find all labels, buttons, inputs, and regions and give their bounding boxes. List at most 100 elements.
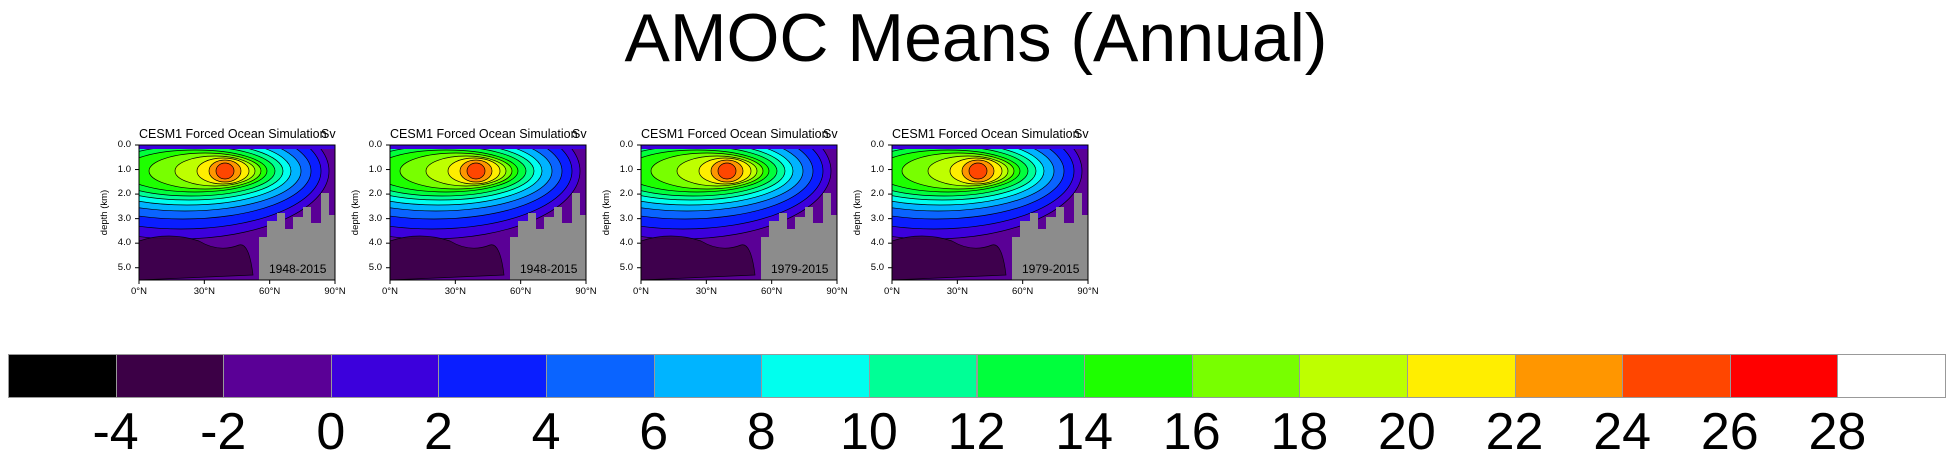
y-tick-label: 3.0 [117, 212, 131, 224]
period-label: 1979-2015 [771, 262, 829, 276]
x-tick-label: 0°N [884, 286, 900, 297]
colorbar-swatch [1837, 354, 1946, 398]
x-tick-label: 30°N [946, 286, 968, 297]
colorbar-swatch [330, 354, 440, 398]
colorbar-swatch [546, 354, 655, 398]
x-tick-label: 0°N [633, 286, 649, 297]
panel-title: CESM1 Forced Ocean Simulation [892, 127, 1080, 141]
plot-frame [138, 144, 336, 281]
colorbar-level-label: -2 [200, 403, 247, 461]
y-tick-label: 3.0 [870, 212, 884, 224]
colorbar-level-label: -4 [92, 403, 139, 461]
x-tick-label: 60°N [510, 286, 532, 297]
y-tick-label: 5.0 [870, 261, 884, 273]
colorbar-swatch [1514, 354, 1624, 398]
panel-title: CESM1 Forced Ocean Simulation [139, 127, 327, 141]
colorbar-level-label: 22 [1485, 403, 1544, 461]
colorbar-swatch [1729, 354, 1839, 398]
panel-title: CESM1 Forced Ocean Simulation [390, 127, 578, 141]
amoc-panel-2: 0.0 1.0 2.0 3.0 4.0 5.0 0°N 30°N 60°N 90°N CESM1 F… [350, 126, 601, 316]
x-tick-label: 90°N [324, 286, 346, 297]
colorbar-swatch [761, 354, 870, 398]
y-tick-label: 1.0 [870, 163, 884, 175]
plot-frame [891, 144, 1089, 281]
panel-units: Sv [321, 127, 336, 141]
x-tick-label: 30°N [444, 286, 466, 297]
surface-band [892, 145, 1088, 149]
x-tick-label: 60°N [761, 286, 783, 297]
bathymetry-mask [761, 193, 831, 280]
bathymetry-mask [829, 215, 837, 280]
x-tick-label: 30°N [695, 286, 717, 297]
y-tick-label: 5.0 [117, 261, 131, 273]
negative-cell [139, 235, 254, 280]
amoc-panel-plot [135, 144, 336, 284]
amoc-panel-plot [386, 144, 587, 284]
bathymetry-mask [327, 215, 335, 280]
panel-title: CESM1 Forced Ocean Simulation [641, 127, 829, 141]
colorbar-swatch [1299, 354, 1408, 398]
colorbar [8, 354, 1946, 400]
negative-cell [892, 235, 1007, 280]
y-tick-label: 2.0 [117, 188, 131, 200]
colorbar-swatch [8, 354, 117, 398]
colorbar-level-label: 18 [1270, 403, 1329, 461]
y-tick-label: 3.0 [619, 212, 633, 224]
panel-units: Sv [572, 127, 587, 141]
period-label: 1979-2015 [1022, 262, 1080, 276]
amoc-panel-4: 0.0 1.0 2.0 3.0 4.0 5.0 0°N 30°N 60°N 90°N CESM1 F… [852, 126, 1103, 316]
panel-units: Sv [1074, 127, 1089, 141]
colorbar-level-label: 16 [1162, 403, 1221, 461]
panel-units: Sv [823, 127, 838, 141]
y-tick-label: 2.0 [619, 188, 633, 200]
y-tick-label: 4.0 [117, 237, 131, 249]
colorbar-swatch [868, 354, 978, 398]
colorbar-swatch [1406, 354, 1516, 398]
y-axis-label: depth (km) [601, 189, 613, 235]
amoc-panel-1: 0.0 1.0 2.0 3.0 4.0 5.0 0°N 30°N 60°N 90°N CESM1 F… [99, 126, 350, 316]
y-tick-label: 1.0 [619, 163, 633, 175]
contour-band [717, 162, 737, 180]
surface-band [641, 145, 837, 149]
y-tick-label: 0.0 [870, 139, 884, 150]
bathymetry-mask [1080, 215, 1088, 280]
colorbar-level-label: 0 [316, 403, 346, 461]
colorbar-swatch [438, 354, 548, 398]
colorbar-level-label: 28 [1808, 403, 1867, 461]
negative-cell [390, 235, 505, 280]
x-tick-label: 60°N [259, 286, 281, 297]
x-tick-label: 0°N [131, 286, 147, 297]
amoc-panel-plot [637, 144, 838, 284]
colorbar-swatch [1622, 354, 1731, 398]
colorbar-level-label: 8 [746, 403, 776, 461]
y-tick-label: 1.0 [368, 163, 382, 175]
y-tick-label: 3.0 [368, 212, 382, 224]
y-tick-label: 2.0 [870, 188, 884, 200]
colorbar-level-label: 12 [947, 403, 1006, 461]
page-title: AMOC Means (Annual) [624, 0, 1328, 76]
colorbar-swatch [976, 354, 1086, 398]
surface-band [139, 145, 335, 149]
surface-band [390, 145, 586, 149]
colorbar-level-label: 14 [1055, 403, 1114, 461]
y-axis-label: depth (km) [350, 189, 362, 235]
colorbar-level-label: 10 [839, 403, 898, 461]
x-tick-label: 90°N [826, 286, 848, 297]
y-tick-label: 4.0 [870, 237, 884, 249]
colorbar-swatch [653, 354, 763, 398]
plot-frame [389, 144, 587, 281]
x-tick-label: 90°N [1077, 286, 1099, 297]
amoc-panel-3: 0.0 1.0 2.0 3.0 4.0 5.0 0°N 30°N 60°N 90°N CESM1 F… [601, 126, 852, 316]
plot-frame [640, 144, 838, 281]
colorbar-level-label: 26 [1700, 403, 1759, 461]
colorbar-level-label: 24 [1593, 403, 1652, 461]
contour-band [466, 162, 486, 180]
y-axis-label: depth (km) [99, 189, 111, 235]
period-label: 1948-2015 [520, 262, 578, 276]
period-label: 1948-2015 [269, 262, 327, 276]
y-tick-label: 4.0 [619, 237, 633, 249]
contour-band [968, 162, 988, 180]
y-tick-label: 4.0 [368, 237, 382, 249]
y-tick-label: 2.0 [368, 188, 382, 200]
y-tick-label: 0.0 [368, 139, 382, 150]
